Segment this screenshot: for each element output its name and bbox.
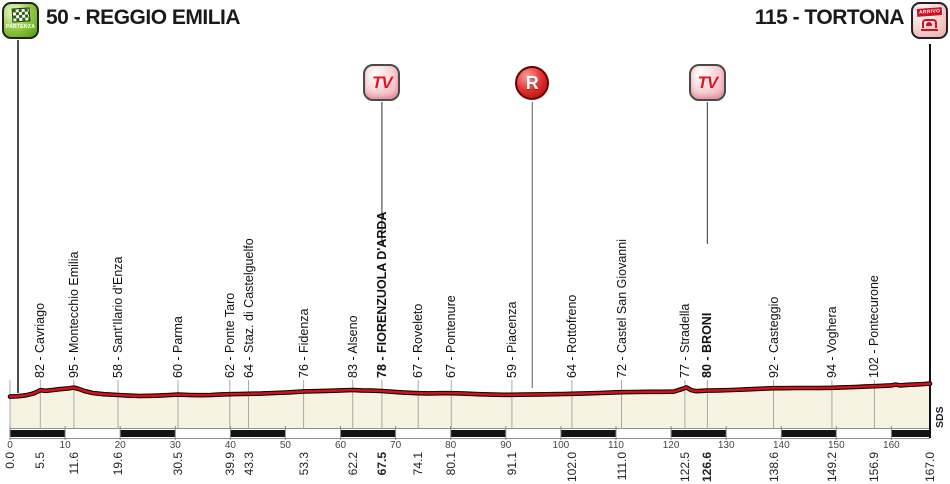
town-label: 102 - Pontecurone	[867, 275, 882, 378]
scale-number: 120	[662, 439, 680, 451]
scale-number: 50	[279, 439, 291, 451]
scale-number: 100	[552, 439, 570, 451]
finish-title: 115 - TORTONA	[754, 6, 905, 29]
km-distance-label: 111.0	[614, 452, 629, 481]
km-distance-label: 0.0	[3, 452, 17, 469]
scale-number: 40	[224, 439, 236, 451]
scale-bar-segment	[560, 430, 616, 437]
town-label: 67 - Roveleto	[411, 303, 426, 378]
scale-number: 130	[717, 439, 735, 451]
scale-number: 140	[772, 439, 790, 451]
town-label: 78 - FIORENZUOLA D'ARDA	[374, 211, 389, 378]
town-label: 94 - Voghera	[824, 306, 839, 378]
town-label: 60 - Parma	[171, 316, 185, 378]
tv-icon: TV	[363, 64, 401, 101]
profile-line	[8, 382, 932, 398]
checkered-flag-icon	[11, 7, 30, 23]
town-label: 64 - Rottofreno	[564, 294, 579, 378]
scale-number: 160	[883, 439, 900, 451]
scale-number: 80	[445, 439, 457, 451]
scale-number: 90	[500, 439, 512, 451]
town-label: 58 - Sant'Ilario d'Enza	[111, 256, 125, 378]
town-label: 77 - Stradella	[677, 303, 692, 378]
profile-outline	[7, 381, 933, 399]
town-label: 76 - Fidenza	[296, 308, 311, 378]
town-label: 62 - Ponte Taro	[222, 292, 237, 378]
scale-bar-segment	[450, 430, 506, 437]
scale-number: 70	[390, 439, 402, 451]
km-distance-label: 67.5	[374, 452, 389, 476]
km-distance-label: 39.9	[222, 452, 237, 476]
scale-number: 10	[59, 439, 71, 451]
town-label: 82 - Cavriago	[33, 302, 48, 378]
km-distance-label: 138.6	[766, 452, 781, 483]
scale-bar-segment	[671, 430, 727, 437]
town-label: 72 - Castel San Giovanni	[614, 239, 629, 378]
km-distance-label: 43.3	[241, 452, 256, 476]
km-distance-label: 11.6	[66, 452, 81, 475]
km-distance-label: 5.5	[33, 452, 48, 469]
town-label: 80 - BRONI	[700, 312, 715, 378]
km-distance-label: 122.5	[677, 452, 692, 483]
scale-number: 30	[169, 439, 181, 451]
km-distance-label: 53.3	[296, 452, 311, 476]
scale-bar-bottom-line	[10, 438, 930, 439]
scale-bar-segment	[781, 430, 837, 437]
km-distance-label: 156.9	[867, 452, 882, 483]
start-icon-label: PARTENZA	[5, 24, 36, 30]
town-label: 83 - Alseno	[345, 315, 360, 378]
scale-bar-segment	[230, 430, 286, 437]
finish-icon: ARRIVO	[911, 2, 948, 39]
finish-gantry-icon	[922, 19, 937, 28]
scale-number: 0	[7, 439, 13, 451]
town-label: 95 - Montecchio Emilia	[66, 251, 81, 378]
town-label: 64 - Staz. di Castelguelfo	[241, 238, 256, 378]
signature: SDS	[934, 406, 946, 428]
km-distance-label: 102.0	[564, 452, 579, 483]
km-distance-label: 30.5	[171, 452, 185, 476]
town-label: 59 - Piacenza	[504, 301, 519, 378]
finish-icon-label: ARRIVO	[915, 6, 944, 18]
km-distance-label: 149.2	[824, 452, 839, 483]
km-distance-label: 80.1	[444, 452, 459, 476]
start-title: 50 - REGGIO EMILIA	[46, 6, 241, 29]
scale-bar-segment	[891, 430, 930, 437]
town-label: 67 - Pontenure	[444, 295, 459, 378]
km-distance-label: 126.6	[700, 452, 715, 483]
km-distance-label: 74.1	[411, 452, 426, 476]
km-distance-label: 91.1	[504, 452, 519, 476]
scale-number: 110	[608, 439, 624, 451]
km-distance-label: 19.6	[111, 452, 125, 476]
profile-fill	[10, 383, 930, 428]
scale-number: 60	[334, 439, 347, 451]
scale-bar-segment	[340, 430, 396, 437]
tv-icon: TV	[688, 64, 726, 101]
km-distance-label: 167.0	[923, 452, 937, 483]
start-icon: PARTENZA	[2, 2, 39, 39]
feed-zone-icon: R	[515, 66, 550, 100]
scale-number: 20	[114, 439, 126, 451]
town-label: 92 - Casteggio	[766, 296, 781, 378]
scale-bar-segment	[120, 430, 176, 437]
km-distance-label: 62.2	[345, 452, 360, 476]
scale-bar-segment	[10, 430, 66, 437]
scale-bar-top-line	[10, 428, 930, 429]
scale-number: 150	[827, 439, 845, 451]
